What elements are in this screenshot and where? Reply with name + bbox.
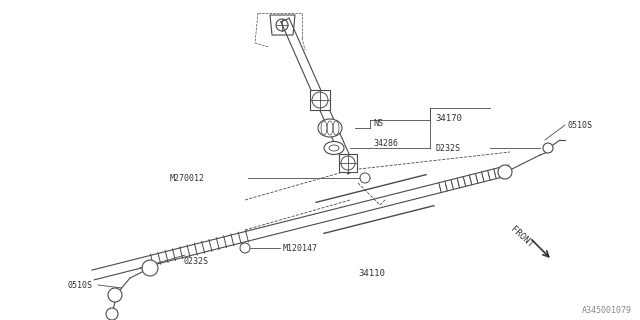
Circle shape — [106, 308, 118, 320]
Circle shape — [142, 260, 158, 276]
Circle shape — [498, 165, 512, 179]
Text: A345001079: A345001079 — [582, 306, 632, 315]
Text: 0510S: 0510S — [568, 121, 593, 130]
Circle shape — [360, 173, 370, 183]
Polygon shape — [270, 15, 295, 35]
Text: 0510S: 0510S — [68, 281, 93, 290]
Text: NS: NS — [373, 118, 383, 127]
Ellipse shape — [324, 141, 344, 155]
Text: 34170: 34170 — [435, 114, 462, 123]
Polygon shape — [339, 154, 357, 172]
Text: 0232S: 0232S — [183, 258, 208, 267]
Ellipse shape — [318, 119, 342, 137]
Circle shape — [240, 243, 250, 253]
Text: 34110: 34110 — [358, 268, 385, 277]
Circle shape — [108, 288, 122, 302]
Polygon shape — [310, 90, 330, 110]
Text: M120147: M120147 — [283, 244, 318, 252]
Text: M270012: M270012 — [170, 173, 205, 182]
Text: D232S: D232S — [435, 143, 460, 153]
Text: 34286: 34286 — [373, 139, 398, 148]
Text: FRONT: FRONT — [509, 225, 535, 249]
Circle shape — [543, 143, 553, 153]
